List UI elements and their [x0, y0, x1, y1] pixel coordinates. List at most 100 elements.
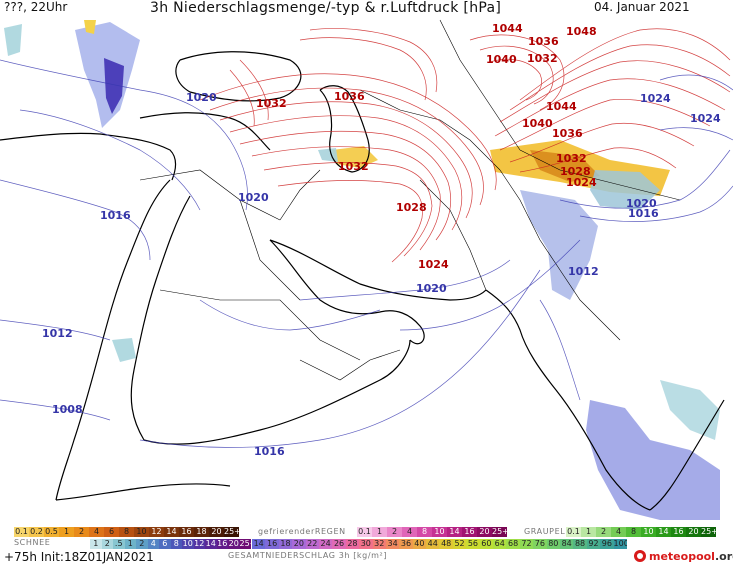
precip-yellow-balkans — [84, 20, 96, 34]
isobar-red-17 — [494, 78, 726, 137]
legend-cell: 25+ — [239, 539, 251, 549]
precip-india-south — [586, 400, 720, 520]
legend-cell: 14 — [252, 539, 266, 549]
legend-freezing-title: gefrierenderREGEN — [258, 527, 346, 536]
legend-cell: 16 — [265, 539, 279, 549]
isobar-label: 1020 — [626, 197, 657, 210]
border-5 — [359, 89, 501, 171]
legend-cell: 2 — [387, 527, 402, 537]
isobar-red-21 — [239, 59, 269, 121]
legend-cell: 32 — [372, 539, 386, 549]
precip-tibet-snow — [590, 170, 660, 210]
isobar-red-6 — [251, 146, 441, 251]
legend-rain-scale: 0.1 0.2 0.5 1 2 4 6 8 10 12 14 16 18 20 25+ — [14, 527, 239, 537]
legend-cell: 1 — [581, 527, 596, 537]
isobar-label: 1032 — [256, 97, 287, 110]
isobar-label: 1028 — [560, 165, 591, 178]
legend-cell: 4 — [402, 527, 417, 537]
precipitation-areas — [4, 20, 720, 520]
isobar-label: 1032 — [338, 160, 369, 173]
isobar-label: 1016 — [628, 207, 659, 220]
isobar-red-20 — [519, 147, 677, 173]
isobar-label: 1032 — [556, 152, 587, 165]
legend-cell: 14 — [447, 527, 462, 537]
isobars-high — [199, 28, 731, 263]
legend-cell: 14 — [205, 539, 217, 549]
border-3 — [239, 199, 301, 301]
isobar-red-12 — [479, 45, 554, 105]
legend-cell: 16 — [462, 527, 477, 537]
legend-cell: 100 — [613, 539, 627, 549]
legend-cell: 12 — [149, 527, 164, 537]
isobar-blue-14 — [539, 299, 581, 401]
isobar-labels: 1044 1048 1036 1040 1032 1032 1036 1044 … — [42, 22, 721, 458]
isobar-label: 1012 — [568, 265, 599, 278]
isobar-label: 1024 — [640, 92, 671, 105]
isobar-label: 1036 — [528, 35, 559, 48]
isobar-red-9 — [299, 37, 427, 101]
meteopool-logo[interactable]: meteopool.org — [634, 548, 733, 564]
isobar-red-22 — [229, 69, 255, 127]
coast-caspian — [319, 85, 370, 173]
coast-red-sea-west — [55, 179, 171, 501]
legend-cell: 0.1 — [14, 527, 29, 537]
legend-cell: 16 — [671, 527, 686, 537]
isobar-blue-11 — [659, 74, 733, 91]
isobar-label: 1040 — [486, 53, 517, 66]
isobar-red-11 — [469, 34, 565, 111]
isobar-red-5 — [239, 130, 452, 241]
legend-cell: 96 — [600, 539, 614, 549]
legend-cell: 6 — [159, 539, 171, 549]
legend-total-title: GESAMTNIEDERSCHLAG 3h [kg/m²] — [228, 551, 388, 560]
pressure-precip-map: 1044 1048 1036 1040 1032 1032 1036 1044 … — [0, 18, 733, 523]
legend-cell: 52 — [452, 539, 467, 549]
legend-cell: 48 — [439, 539, 453, 549]
legend-cell: 72 — [519, 539, 534, 549]
legend-cell: 84 — [559, 539, 574, 549]
isobar-red-7 — [263, 162, 433, 257]
legend-cell: 40 — [412, 539, 427, 549]
precip-india-south-light — [660, 380, 720, 440]
legend-cell: 1 — [124, 539, 136, 549]
isobar-label: 1016 — [100, 209, 131, 222]
isobar-label: 1048 — [566, 25, 597, 38]
legend-cell: 0.1 — [357, 527, 372, 537]
legend-cell: 25+ — [701, 527, 716, 537]
coast-mediterranean — [0, 132, 177, 181]
isobar-blue-4 — [0, 319, 111, 341]
isobar-label: 1020 — [238, 191, 269, 204]
coast-pakistan-india-west — [485, 289, 651, 511]
border-10 — [299, 349, 401, 381]
logo-icon — [634, 550, 646, 562]
isobar-red-3 — [219, 101, 473, 219]
coast-horn-africa — [55, 483, 231, 501]
isobar-red-19 — [509, 122, 695, 163]
isobar-blue-7 — [299, 259, 511, 301]
isobar-label: 1024 — [418, 258, 449, 271]
legend-cell: 4 — [147, 539, 159, 549]
precipitation-legend: 0.1 0.2 0.5 1 2 4 6 8 10 12 14 16 18 20 25+ gefrierend… — [0, 523, 733, 566]
isobar-label: 1020 — [186, 91, 217, 104]
legend-cell: 1 — [59, 527, 74, 537]
isobar-red-4 — [229, 115, 463, 231]
legend-cell: 88 — [573, 539, 587, 549]
precip-india-north-snow — [520, 190, 598, 300]
legend-cell: 22 — [305, 539, 319, 549]
legend-cell: 10 — [182, 539, 194, 549]
isobar-blue-8 — [399, 239, 581, 331]
isobar-blue-13 — [199, 299, 381, 331]
isobar-red-13 — [489, 59, 542, 101]
isobar-blue-10 — [579, 185, 733, 222]
isobar-label: 1020 — [416, 282, 447, 295]
coast-black-sea — [175, 51, 302, 102]
isobar-label: 1024 — [566, 176, 597, 189]
legend-cell: 8 — [626, 527, 641, 537]
legend-cell: 24 — [318, 539, 333, 549]
isobar-blue-12 — [659, 127, 733, 141]
legend-cell: 4 — [89, 527, 104, 537]
border-11 — [559, 269, 621, 341]
isobar-red-14 — [519, 28, 731, 101]
legend-cell: 10 — [432, 527, 447, 537]
precip-himalaya-heavy — [530, 150, 600, 182]
